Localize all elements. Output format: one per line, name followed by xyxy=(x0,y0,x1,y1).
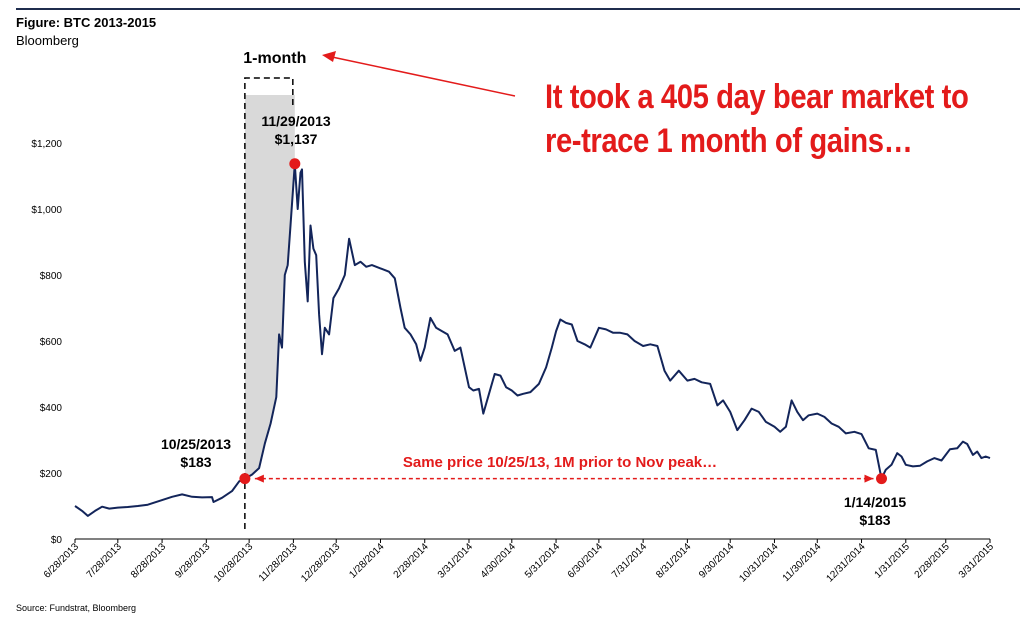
end-price-label: $183 xyxy=(859,512,890,528)
headline-line-2: re-trace 1 month of gains… xyxy=(545,122,913,160)
x-tick-label: 1/28/2014 xyxy=(347,541,387,581)
x-tick-label: 6/30/2014 xyxy=(566,541,606,581)
same-price-label: Same price 10/25/13, 1M prior to Nov pea… xyxy=(403,454,717,471)
x-tick-label: 10/31/2014 xyxy=(737,541,780,584)
btc-price-line xyxy=(74,162,991,517)
y-tick-label: $200 xyxy=(40,469,63,480)
y-tick-label: $800 xyxy=(40,271,63,282)
start-price-label: $183 xyxy=(180,454,211,470)
end-date-label: 1/14/2015 xyxy=(844,494,906,510)
x-tick-label: 7/31/2014 xyxy=(610,541,650,581)
x-tick-label: 2/28/2015 xyxy=(913,541,953,581)
x-tick-label: 9/30/2014 xyxy=(697,541,737,581)
x-tick-label: 11/28/2013 xyxy=(257,541,300,584)
start-date-label: 10/25/2013 xyxy=(161,436,231,452)
peak-point-marker xyxy=(289,158,301,170)
x-tick-label: 6/28/2013 xyxy=(42,541,82,581)
x-tick-label: 7/28/2013 xyxy=(85,541,125,581)
y-tick-label: $1,200 xyxy=(31,139,62,150)
y-tick-label: $400 xyxy=(40,403,63,414)
y-tick-label: $1,000 xyxy=(31,205,62,216)
same-price-arrowhead-left xyxy=(254,474,264,483)
peak-price-label: $1,137 xyxy=(275,131,318,147)
y-tick-label: $600 xyxy=(40,337,63,348)
figure-title: Figure: BTC 2013-2015 xyxy=(16,15,157,30)
end-point-marker xyxy=(876,473,888,485)
one-month-bracket xyxy=(244,77,294,529)
same-price-arrowhead-right xyxy=(864,474,874,483)
x-tick-label: 10/28/2013 xyxy=(212,541,255,584)
x-tick-label: 9/28/2013 xyxy=(173,541,213,581)
x-tick-label: 12/28/2013 xyxy=(299,541,342,584)
x-tick-label: 11/30/2014 xyxy=(781,541,824,584)
headline-arrow-line xyxy=(331,56,516,97)
headline-arrow-head xyxy=(322,51,336,62)
figure-subtitle: Bloomberg xyxy=(16,33,79,48)
top-rule xyxy=(16,8,1020,10)
bracket-label: 1-month xyxy=(243,50,306,67)
x-tick-label: 8/31/2014 xyxy=(654,541,694,581)
x-tick-label: 3/31/2015 xyxy=(957,541,997,581)
x-tick-label: 1/31/2015 xyxy=(873,541,913,581)
y-tick-label: $0 xyxy=(51,535,63,546)
start-point-marker xyxy=(239,473,251,485)
shaded-region xyxy=(244,95,295,539)
x-tick-label: 4/30/2014 xyxy=(479,541,519,581)
source-note: Source: Fundstrat, Bloomberg xyxy=(16,603,137,613)
x-tick-label: 3/31/2014 xyxy=(436,541,476,581)
x-tick-label: 2/28/2014 xyxy=(392,541,432,581)
x-tick-label: 12/31/2014 xyxy=(824,541,867,584)
x-tick-label: 5/31/2014 xyxy=(523,541,563,581)
peak-date-label: 11/29/2013 xyxy=(261,113,331,129)
x-tick-label: 8/28/2013 xyxy=(129,541,169,581)
headline-line-1: It took a 405 day bear market to xyxy=(545,78,969,116)
